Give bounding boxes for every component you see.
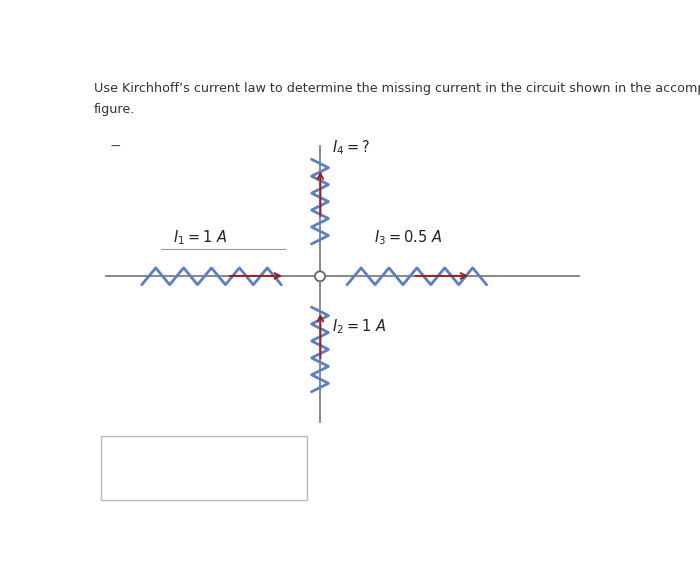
Text: $I_2 = 1$ A: $I_2 = 1$ A [332,317,386,336]
Text: $I_1 = 1$ A: $I_1 = 1$ A [173,229,227,247]
Text: Use Kirchhoff’s current law to determine the missing current in the circuit show: Use Kirchhoff’s current law to determine… [94,82,700,95]
Text: −: − [109,139,121,153]
FancyBboxPatch shape [102,437,307,499]
Text: $I_3 = 0.5$ A: $I_3 = 0.5$ A [374,229,442,247]
Text: $I_4 = ?$: $I_4 = ?$ [332,139,370,157]
Text: figure.: figure. [94,103,135,116]
Circle shape [315,271,325,282]
